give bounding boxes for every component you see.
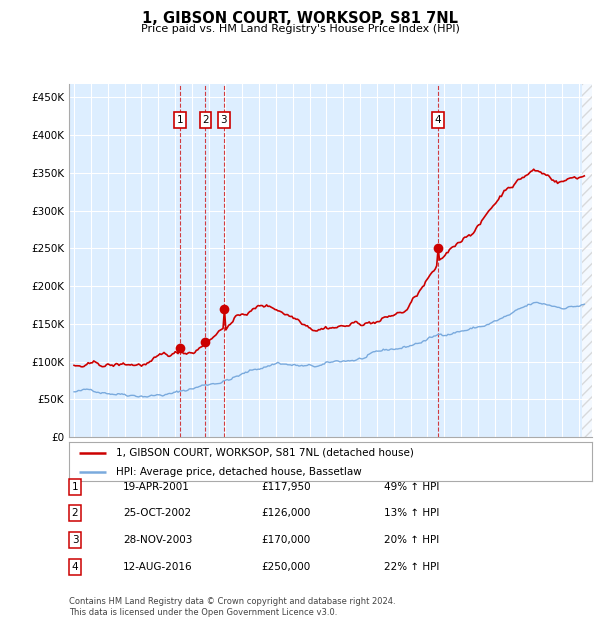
Text: 22% ↑ HPI: 22% ↑ HPI [384,562,439,572]
Text: 1: 1 [177,115,184,125]
Text: £117,950: £117,950 [261,482,311,492]
Text: 2: 2 [202,115,209,125]
Text: 19-APR-2001: 19-APR-2001 [123,482,190,492]
Text: 3: 3 [221,115,227,125]
Text: HPI: Average price, detached house, Bassetlaw: HPI: Average price, detached house, Bass… [116,467,362,477]
Text: 25-OCT-2002: 25-OCT-2002 [123,508,191,518]
Text: 49% ↑ HPI: 49% ↑ HPI [384,482,439,492]
Text: Contains HM Land Registry data © Crown copyright and database right 2024.
This d: Contains HM Land Registry data © Crown c… [69,598,395,617]
Text: 1, GIBSON COURT, WORKSOP, S81 7NL (detached house): 1, GIBSON COURT, WORKSOP, S81 7NL (detac… [116,448,414,458]
Text: £126,000: £126,000 [261,508,310,518]
Text: 12-AUG-2016: 12-AUG-2016 [123,562,193,572]
Text: 4: 4 [71,562,79,572]
Text: 3: 3 [71,535,79,545]
Text: 1, GIBSON COURT, WORKSOP, S81 7NL: 1, GIBSON COURT, WORKSOP, S81 7NL [142,11,458,26]
Text: 1: 1 [71,482,79,492]
Text: 4: 4 [434,115,441,125]
Text: £170,000: £170,000 [261,535,310,545]
Text: 28-NOV-2003: 28-NOV-2003 [123,535,193,545]
Text: 2: 2 [71,508,79,518]
Text: £250,000: £250,000 [261,562,310,572]
Text: 20% ↑ HPI: 20% ↑ HPI [384,535,439,545]
Text: 13% ↑ HPI: 13% ↑ HPI [384,508,439,518]
Text: Price paid vs. HM Land Registry's House Price Index (HPI): Price paid vs. HM Land Registry's House … [140,24,460,33]
